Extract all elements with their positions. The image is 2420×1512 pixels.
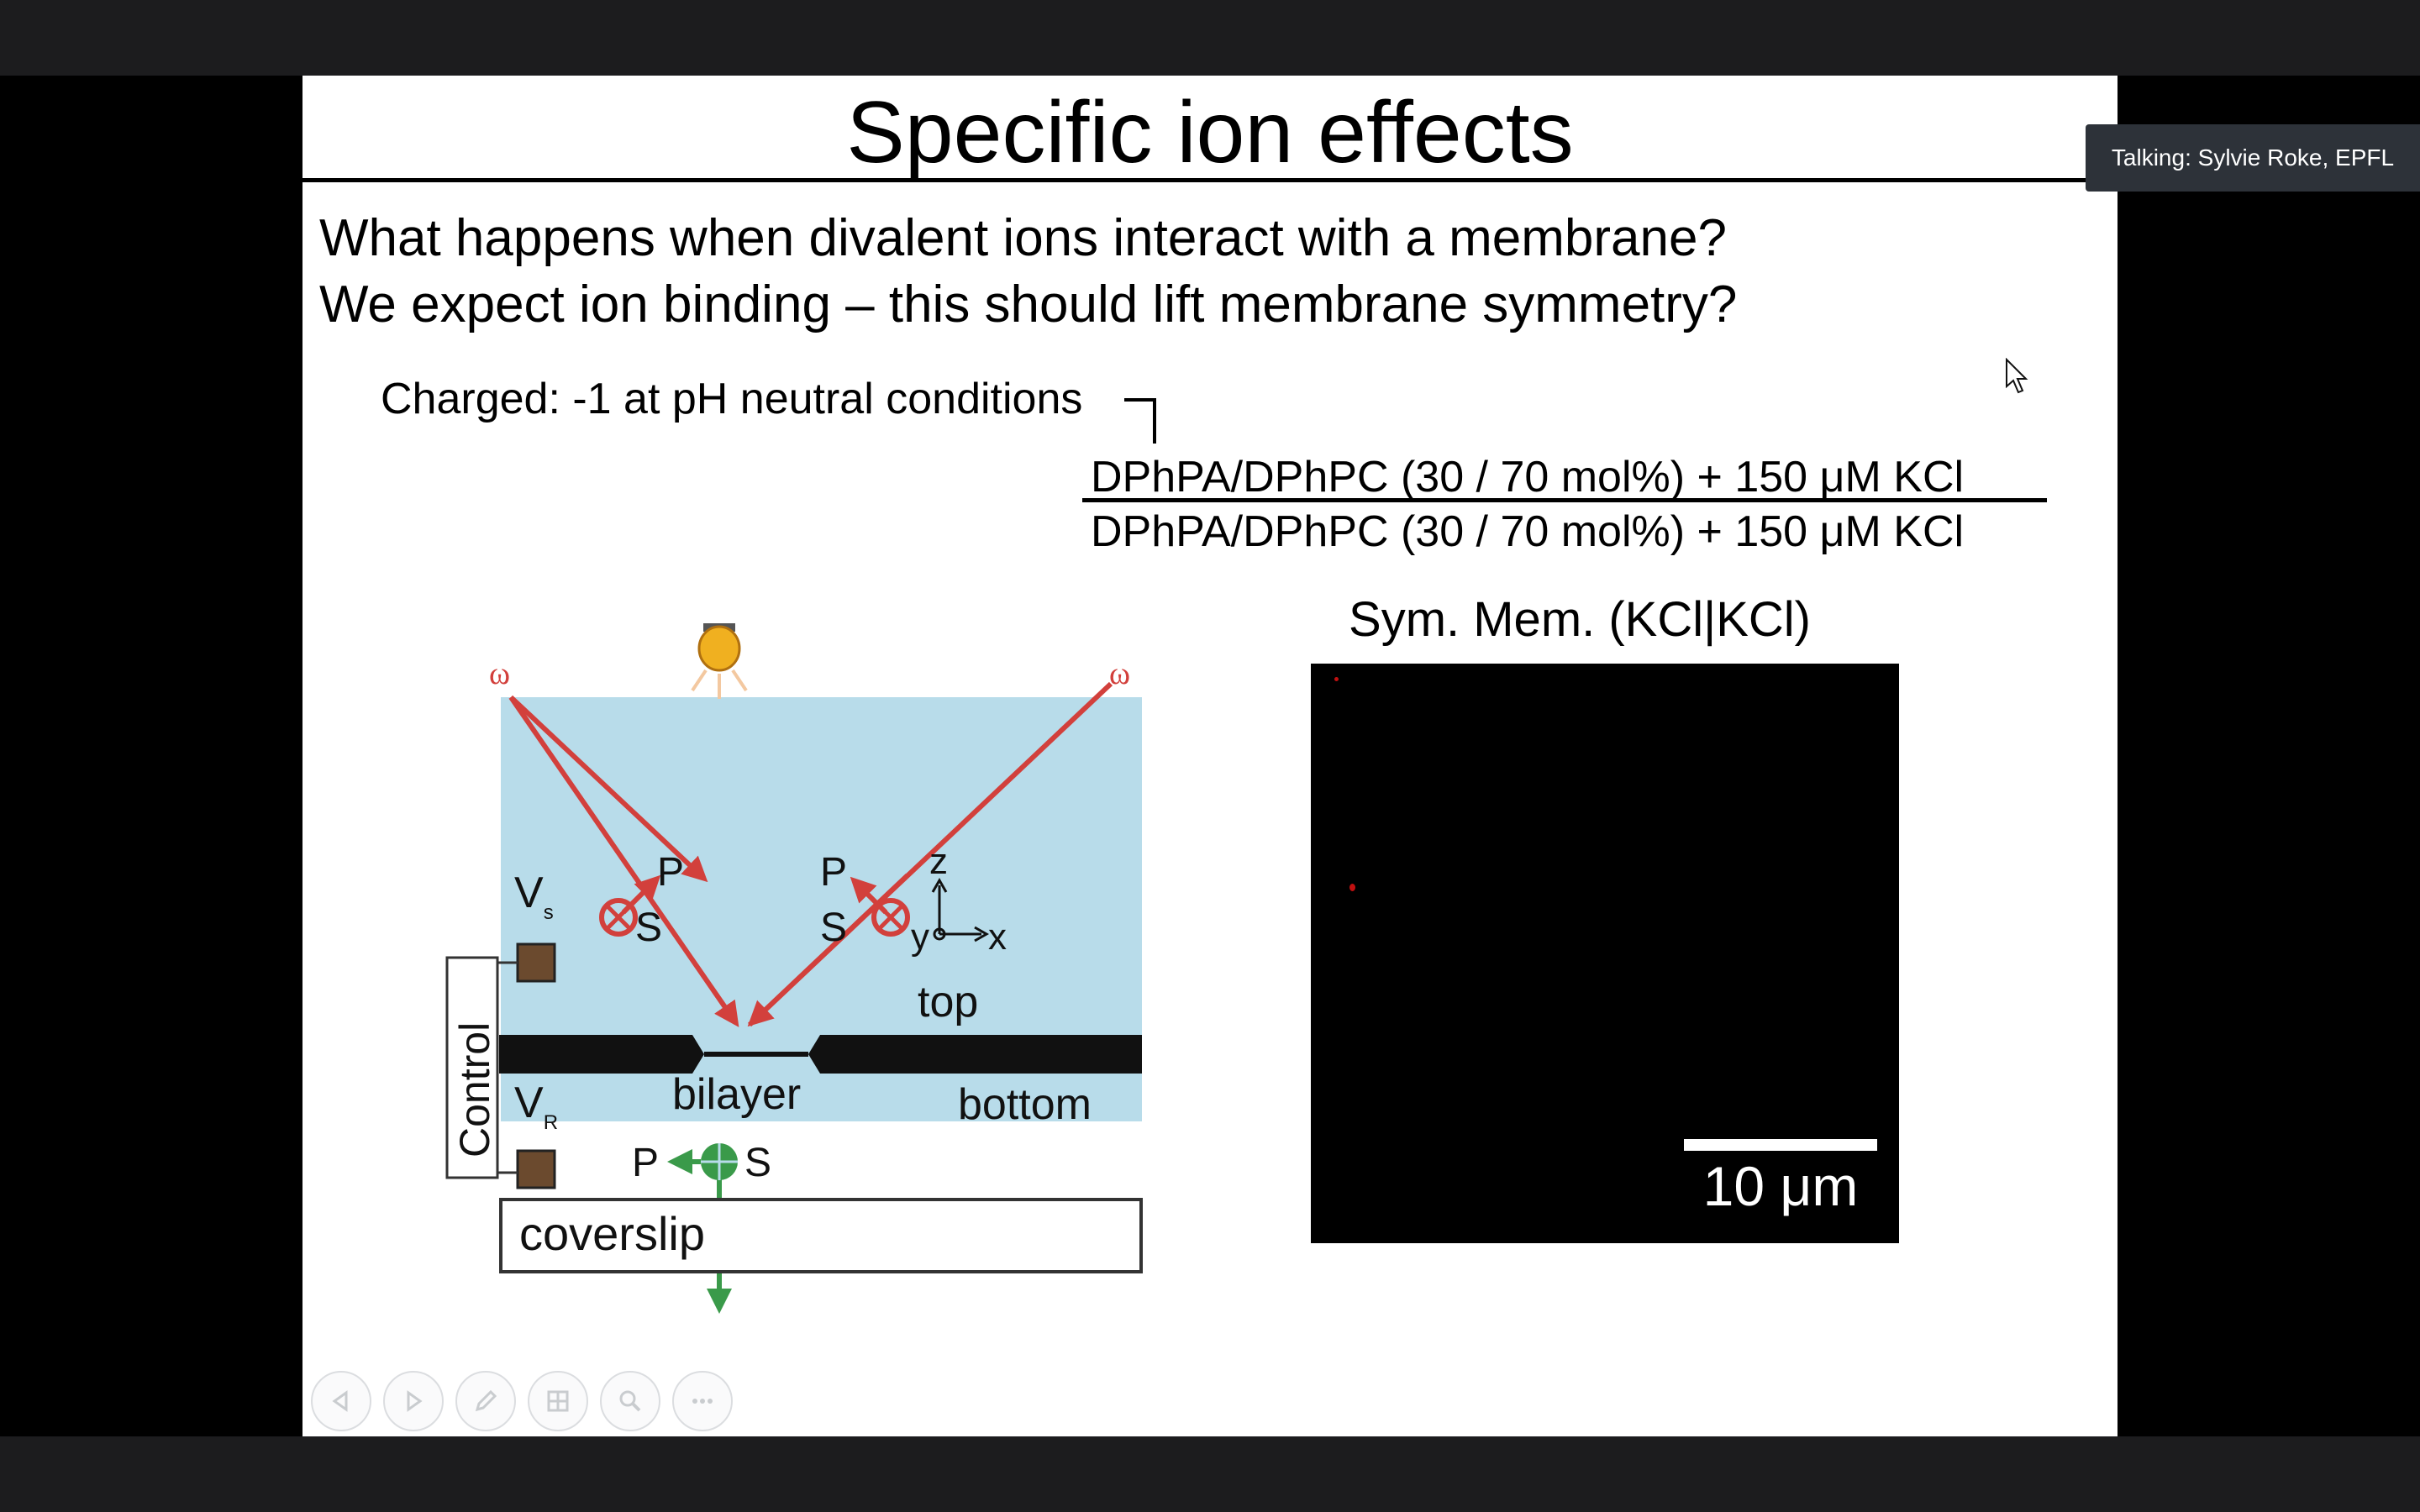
previous-slide-button[interactable]	[311, 1371, 371, 1431]
axis-y-label: y	[911, 916, 929, 958]
vs-label: Vs	[514, 869, 554, 924]
electrode-vr	[516, 1149, 556, 1189]
bilayer-label: bilayer	[672, 1070, 801, 1119]
grid-icon	[547, 1390, 569, 1412]
scale-bar-label: 10 μm	[1702, 1155, 1859, 1217]
question-line-1: What happens when divalent ions interact…	[319, 209, 1727, 267]
s-output-label: S	[744, 1141, 771, 1185]
pen-button[interactable]	[455, 1371, 516, 1431]
magnifier-icon	[619, 1390, 641, 1412]
shg-setup-diagram: ω ω P S P S z	[445, 623, 1143, 1314]
incident-beam-left	[508, 695, 708, 883]
microscopy-panel: Sym. Mem. (KCl|KCl)	[1277, 591, 1882, 1247]
control-box	[445, 956, 499, 1179]
scale-bar	[1684, 1139, 1877, 1151]
s-right-label: S	[820, 906, 847, 950]
control-label: Control	[451, 1022, 498, 1158]
top-label: top	[918, 978, 978, 1026]
septum-right	[808, 1035, 1142, 1074]
charged-bracket	[1124, 398, 1156, 444]
s-left-label: S	[635, 906, 662, 950]
p-output-label: P	[632, 1141, 659, 1185]
septum-left	[499, 1035, 704, 1074]
lamp-icon	[691, 623, 748, 699]
ellipsis-icon	[692, 1399, 713, 1404]
coverslip-label: coverslip	[519, 1207, 705, 1260]
slideshow-toolbar	[311, 1371, 733, 1431]
omega-left-label: ω	[489, 656, 510, 691]
omega-right-label: ω	[1109, 656, 1130, 691]
reflected-beam-left	[508, 696, 739, 1027]
window-bottom-bar	[0, 1436, 2420, 1512]
mouse-cursor-icon	[2006, 358, 2028, 394]
title-divider	[302, 178, 2118, 182]
red-speck	[1334, 677, 1339, 681]
coverslip-box	[499, 1198, 1143, 1273]
more-options-button[interactable]	[672, 1371, 733, 1431]
question-line-2: We expect ion binding – this should lift…	[319, 276, 1738, 333]
axis-z-label: z	[929, 841, 948, 882]
slide-grid-button[interactable]	[528, 1371, 588, 1431]
membrane-top-composition: DPhPA/DPhPC (30 / 70 mol%) + 150 μM KCl	[1091, 453, 1965, 501]
zoom-button[interactable]	[600, 1371, 660, 1431]
membrane-bottom-composition: DPhPA/DPhPC (30 / 70 mol%) + 150 μM KCl	[1091, 507, 1965, 556]
next-slide-button[interactable]	[383, 1371, 444, 1431]
triangle-left-icon	[332, 1390, 348, 1412]
panel-title: Sym. Mem. (KCl|KCl)	[1349, 592, 1811, 647]
p-left-label: P	[657, 850, 684, 895]
bottom-label: bottom	[958, 1080, 1092, 1129]
active-speaker-indicator: Talking: Sylvie Roke, EPFL	[2086, 124, 2420, 192]
presentation-slide: Specific ion effects What happens when d…	[302, 76, 2118, 1436]
shg-micrograph: 10 μm	[1311, 664, 1899, 1243]
p-right-label: P	[820, 850, 847, 895]
red-speck	[1349, 884, 1355, 891]
window-top-bar	[0, 0, 2420, 76]
charged-note: Charged: -1 at pH neutral conditions	[381, 375, 1083, 423]
slide-title: Specific ion effects	[846, 84, 1574, 181]
reflected-beam-right	[747, 873, 910, 1027]
polarization-left-icon	[599, 874, 661, 937]
polarization-right-icon	[850, 876, 910, 937]
axis-x-label: x	[988, 916, 1007, 958]
membrane-divider	[1082, 498, 2047, 502]
axes-icon	[931, 877, 990, 942]
vr-label: VR	[514, 1079, 558, 1134]
triangle-right-icon	[407, 1390, 423, 1412]
electrode-vs	[516, 942, 556, 983]
pen-icon	[475, 1389, 497, 1412]
